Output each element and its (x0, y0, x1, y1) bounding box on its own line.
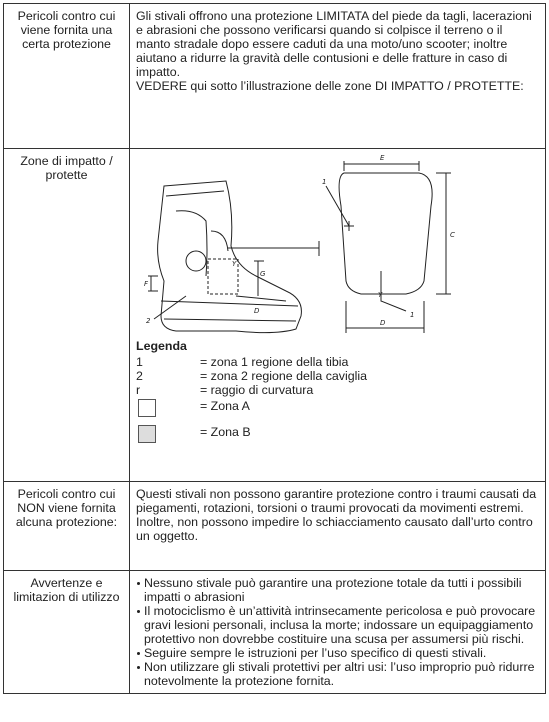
row-content: E C D Y 1 1 G F Y 2 D Legenda 1 = zona 1 … (129, 148, 546, 482)
legend-key: 2 (136, 369, 143, 383)
diagram-label: E (380, 154, 385, 162)
diagram-label: C (450, 231, 455, 239)
diagram-label: 1 (410, 311, 414, 319)
legend-key: 1 (136, 355, 143, 369)
bullet-list: Nessuno stivale può garantire una protez… (136, 576, 539, 688)
legend-title: Legenda (136, 339, 187, 353)
row-label: Avvertenze e limitazion di utilizzo (3, 570, 130, 694)
legend: 1 = zona 1 regione della tibia 2 = zona 2 … (136, 355, 539, 445)
row-content: Questi stivali non possono garantire pro… (129, 481, 546, 571)
zone-a-swatch (138, 399, 156, 417)
row: Pericoli contro cui NON viene fornita al… (3, 481, 546, 571)
bullet: Il motociclismo è un’attività intrinseca… (137, 604, 539, 646)
paragraph: VEDERE qui sotto l’illustrazione delle z… (136, 79, 524, 93)
row-label: Pericoli contro cui viene fornita una ce… (3, 3, 130, 149)
boot-diagram: E C D Y 1 1 G F Y 2 D (144, 154, 455, 334)
legend-text: = zona 2 regione della caviglia (200, 369, 368, 383)
legend-text: = raggio di curvatura (200, 383, 314, 397)
diagram-label: 1 (322, 178, 326, 186)
paragraph: Gli stivali offrono una protezione LIMIT… (136, 9, 532, 79)
bullet: Nessuno stivale può garantire una protez… (137, 576, 539, 604)
bullet: Non utilizzare gli stivali protettivi pe… (137, 660, 539, 688)
diagram-label: Y (232, 260, 237, 268)
row-content: Gli stivali offrono una protezione LIMIT… (129, 3, 546, 149)
row: Zone di impatto / protette E C D Y 1 1 G… (3, 148, 546, 482)
diagram-label: 2 (146, 317, 151, 325)
legend-text: = Zona B (200, 425, 251, 439)
zone-b-swatch (138, 425, 156, 443)
row-label: Pericoli contro cui NON viene fornita al… (3, 481, 130, 571)
legend-text: = Zona A (200, 399, 250, 413)
diagram-label: D (254, 307, 260, 315)
legend-text: = zona 1 regione della tibia (200, 355, 349, 369)
diagram-label: F (144, 280, 149, 288)
diagram-label: G (260, 270, 266, 278)
diagram-label: D (380, 319, 386, 327)
row-content: Nessuno stivale può garantire una protez… (129, 570, 546, 694)
row-label: Zone di impatto / protette (3, 148, 130, 482)
diagram-label: Y (378, 291, 383, 299)
legend-key: r (136, 383, 141, 397)
row: Pericoli contro cui viene fornita una ce… (3, 3, 546, 149)
paragraph: Questi stivali non possono garantire pro… (136, 487, 537, 543)
protection-table: Pericoli contro cui viene fornita una ce… (3, 3, 546, 694)
bullet: Seguire sempre le istruzioni per l’uso s… (137, 646, 539, 660)
row: Avvertenze e limitazion di utilizzo Ness… (3, 570, 546, 694)
